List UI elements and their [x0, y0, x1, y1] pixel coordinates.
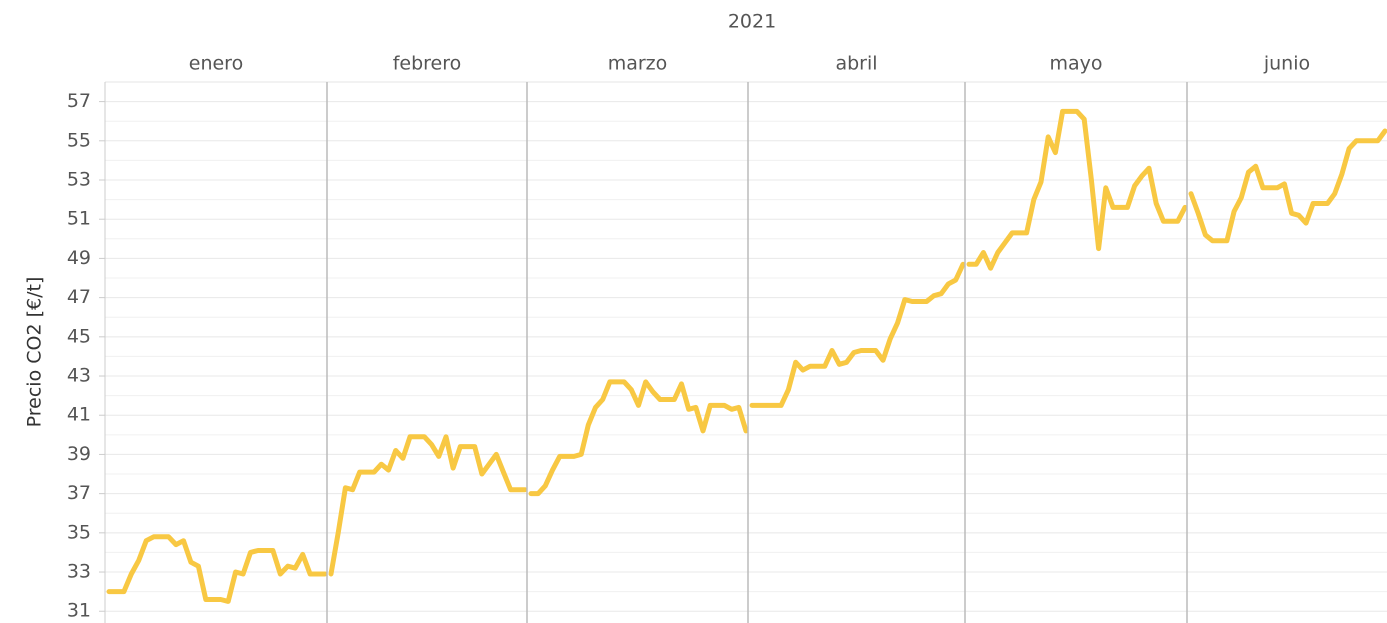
- price-line: [749, 261, 966, 408]
- y-tick-label: 31: [67, 600, 91, 622]
- y-tick-label: 43: [67, 365, 91, 387]
- y-tick-label: 49: [67, 247, 91, 269]
- y-tick-label: 53: [67, 169, 91, 191]
- price-line: [328, 434, 528, 577]
- month-label: febrero: [393, 53, 462, 75]
- price-line: [1188, 128, 1387, 244]
- y-tick-label: 47: [67, 286, 91, 308]
- month-label: marzo: [608, 53, 668, 75]
- y-axis-label: Precio CO2 [€/t]: [24, 277, 46, 428]
- y-tick-label: 33: [67, 561, 91, 583]
- y-tick-label: 37: [67, 482, 91, 504]
- price-line: [966, 108, 1188, 271]
- month-label: abril: [835, 53, 877, 75]
- price-line: [106, 534, 328, 604]
- month-label: junio: [1263, 53, 1310, 75]
- month-label: enero: [189, 53, 243, 75]
- month-label: mayo: [1049, 53, 1102, 75]
- y-tick-label: 39: [67, 443, 91, 465]
- y-tick-label: 51: [67, 208, 91, 230]
- year-header: 2021: [728, 11, 776, 33]
- y-tick-label: 57: [67, 90, 91, 112]
- y-tick-label: 41: [67, 404, 91, 426]
- y-tick-label: 35: [67, 521, 91, 543]
- y-tick-label: 55: [67, 129, 91, 151]
- y-tick-label: 45: [67, 325, 91, 347]
- price-line: [528, 379, 749, 497]
